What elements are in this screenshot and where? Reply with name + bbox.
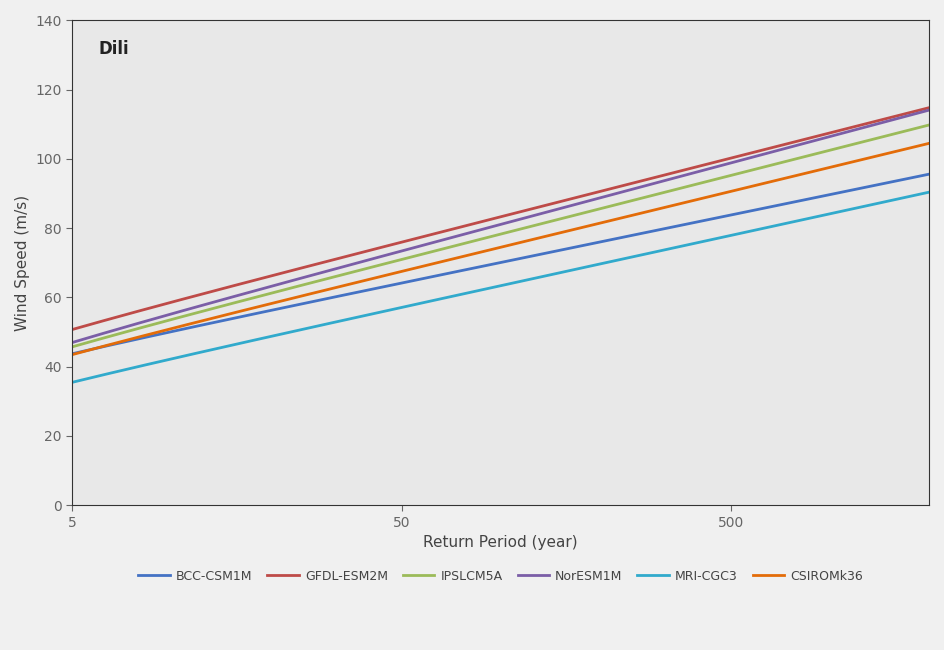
Legend: BCC-CSM1M, GFDL-ESM2M, IPSLCM5A, NorESM1M, MRI-CGC3, CSIROMk36: BCC-CSM1M, GFDL-ESM2M, IPSLCM5A, NorESM1…	[133, 565, 867, 588]
CSIROMk36	[902, 144, 913, 152]
MRI-CGC3	[922, 188, 934, 196]
GFDL-ESM2M	[922, 104, 934, 112]
Line: IPSLCM5A: IPSLCM5A	[73, 125, 928, 347]
Line: MRI-CGC3: MRI-CGC3	[73, 192, 928, 382]
BCC-CSM1M	[67, 350, 78, 358]
BCC-CSM1M	[902, 175, 913, 183]
GFDL-ESM2M	[576, 192, 587, 200]
GFDL-ESM2M	[530, 204, 541, 212]
CSIROMk36	[576, 224, 587, 231]
IPSLCM5A	[902, 126, 913, 134]
CSIROMk36	[479, 248, 490, 255]
MRI-CGC3	[768, 222, 780, 230]
NorESM1M	[768, 148, 780, 155]
GFDL-ESM2M	[479, 217, 490, 225]
CSIROMk36	[473, 248, 484, 256]
IPSLCM5A	[922, 121, 934, 129]
CSIROMk36	[922, 140, 934, 148]
NorESM1M	[473, 226, 484, 234]
NorESM1M	[576, 199, 587, 207]
X-axis label: Return Period (year): Return Period (year)	[423, 535, 578, 550]
GFDL-ESM2M	[902, 109, 913, 117]
IPSLCM5A	[473, 236, 484, 244]
IPSLCM5A	[530, 221, 541, 229]
MRI-CGC3	[67, 378, 78, 386]
IPSLCM5A	[479, 235, 490, 242]
NorESM1M	[902, 112, 913, 120]
GFDL-ESM2M	[473, 218, 484, 226]
MRI-CGC3	[576, 264, 587, 272]
Line: CSIROMk36: CSIROMk36	[73, 144, 928, 355]
MRI-CGC3	[479, 285, 490, 293]
Y-axis label: Wind Speed (m/s): Wind Speed (m/s)	[15, 195, 30, 331]
NorESM1M	[530, 211, 541, 219]
GFDL-ESM2M	[768, 143, 780, 151]
MRI-CGC3	[473, 287, 484, 294]
Line: GFDL-ESM2M: GFDL-ESM2M	[73, 108, 928, 330]
IPSLCM5A	[768, 161, 780, 168]
CSIROMk36	[768, 177, 780, 185]
CSIROMk36	[530, 235, 541, 242]
NorESM1M	[922, 106, 934, 114]
NorESM1M	[479, 225, 490, 233]
Text: Dili: Dili	[98, 40, 128, 58]
Line: BCC-CSM1M: BCC-CSM1M	[73, 174, 928, 354]
IPSLCM5A	[67, 343, 78, 351]
BCC-CSM1M	[576, 242, 587, 250]
Line: NorESM1M: NorESM1M	[73, 110, 928, 343]
BCC-CSM1M	[473, 263, 484, 271]
BCC-CSM1M	[768, 202, 780, 210]
CSIROMk36	[67, 351, 78, 359]
GFDL-ESM2M	[67, 326, 78, 333]
IPSLCM5A	[576, 209, 587, 217]
BCC-CSM1M	[530, 252, 541, 259]
MRI-CGC3	[530, 274, 541, 282]
MRI-CGC3	[902, 193, 913, 201]
NorESM1M	[67, 339, 78, 346]
BCC-CSM1M	[479, 262, 490, 270]
BCC-CSM1M	[922, 170, 934, 178]
